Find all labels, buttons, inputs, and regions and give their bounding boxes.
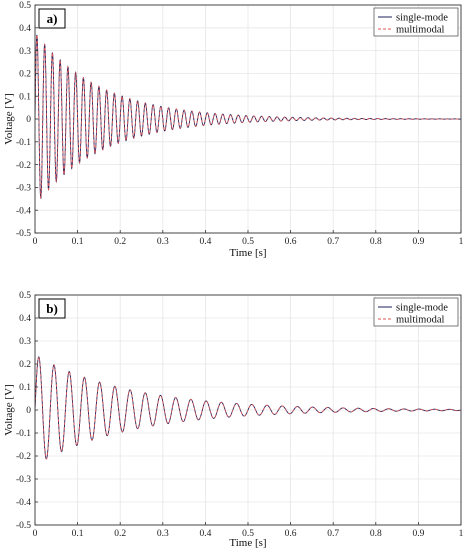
x-tick-label: 0 bbox=[33, 529, 38, 539]
y-tick-label: -0.1 bbox=[16, 429, 31, 439]
x-tick-label: 0.8 bbox=[370, 237, 382, 247]
y-tick-label: 0.4 bbox=[19, 24, 31, 34]
y-tick-label: 0.4 bbox=[19, 314, 31, 324]
panel-tag: a) bbox=[38, 8, 66, 29]
y-tick-label: 0 bbox=[26, 406, 31, 416]
y-tick-label: -0.5 bbox=[16, 229, 31, 239]
x-tick-label: 0.5 bbox=[242, 529, 254, 539]
y-tick-label: 0.2 bbox=[19, 70, 31, 80]
x-axis-label: Time [s] bbox=[229, 247, 266, 259]
curves bbox=[35, 34, 461, 200]
legend-box bbox=[373, 297, 459, 327]
y-tick-label: -0.3 bbox=[16, 475, 31, 485]
y-tick-label: -0.2 bbox=[16, 161, 31, 171]
legend-label-multimodal: multimodal bbox=[396, 25, 444, 36]
legend-box bbox=[373, 7, 459, 37]
y-tick-label: 0.5 bbox=[19, 1, 31, 11]
x-tick-label: 1 bbox=[459, 237, 464, 247]
x-tick-label: 0.6 bbox=[285, 237, 297, 247]
panel-b: 0 0.1 0.2 0.3 0.4 0.5 0.6 0.7 0.8 0.9 1 -0.5 -0.4 -0.… bbox=[3, 291, 464, 549]
y-tick-label: -0.4 bbox=[16, 206, 31, 216]
panel-tag-box bbox=[38, 8, 66, 29]
y-tick-label: -0.3 bbox=[16, 184, 31, 194]
x-tick-label: 0.4 bbox=[199, 529, 211, 539]
x-tick-label: 0.3 bbox=[157, 529, 169, 539]
y-tick-label: -0.1 bbox=[16, 138, 31, 148]
legend-label-single-mode: single-mode bbox=[396, 13, 448, 24]
curves bbox=[35, 356, 461, 460]
x-tick-label: 0.9 bbox=[412, 529, 424, 539]
x-tick-label: 0.6 bbox=[285, 529, 297, 539]
y-axis-label: Voltage [V] bbox=[3, 384, 15, 435]
x-tick-label: 0.8 bbox=[370, 529, 382, 539]
x-tick-label: 0.2 bbox=[114, 529, 126, 539]
panel-tag-label: b) bbox=[46, 301, 58, 316]
y-tick-label: 0 bbox=[26, 115, 31, 125]
y-tick-label: -0.2 bbox=[16, 452, 31, 462]
y-tick-label: 0.2 bbox=[19, 360, 31, 370]
series-line-multimodal bbox=[35, 34, 461, 199]
x-tick-label: 0.7 bbox=[327, 237, 339, 247]
y-tick-label: 0.1 bbox=[19, 383, 31, 393]
x-tick-label: 0.2 bbox=[114, 237, 126, 247]
panel-a: 0 0.1 0.2 0.3 0.4 0.5 0.6 0.7 0.8 0.9 1 -0.5 -0.4 -0.… bbox=[3, 1, 464, 259]
x-tick-label: 0.4 bbox=[199, 237, 211, 247]
x-tick-label: 1 bbox=[459, 529, 464, 539]
panel-tag-box bbox=[38, 298, 66, 319]
x-tick-label: 0.9 bbox=[412, 237, 424, 247]
y-axis-label: Voltage [V] bbox=[3, 93, 15, 144]
x-tick-label: 0.5 bbox=[242, 237, 254, 247]
y-tick-label: 0.5 bbox=[19, 291, 31, 301]
x-tick-label: 0 bbox=[33, 237, 38, 247]
legend-label-multimodal: multimodal bbox=[396, 315, 444, 326]
x-tick-label: 0.1 bbox=[72, 529, 84, 539]
series-line-multimodal bbox=[35, 356, 461, 460]
x-tick-label: 0.7 bbox=[327, 529, 339, 539]
y-tick-label: 0.3 bbox=[19, 337, 31, 347]
x-tick-label: 0.1 bbox=[72, 237, 84, 247]
y-tick-label: -0.4 bbox=[16, 498, 31, 508]
y-tick-label: 0.3 bbox=[19, 47, 31, 57]
x-tick-label: 0.3 bbox=[157, 237, 169, 247]
panel-tag-label: a) bbox=[47, 11, 58, 26]
legend-label-single-mode: single-mode bbox=[396, 303, 448, 314]
x-axis-label: Time [s] bbox=[229, 537, 266, 549]
y-tick-label: 0.1 bbox=[19, 92, 31, 102]
y-tick-label: -0.5 bbox=[16, 521, 31, 531]
panel-tag: b) bbox=[38, 298, 66, 319]
